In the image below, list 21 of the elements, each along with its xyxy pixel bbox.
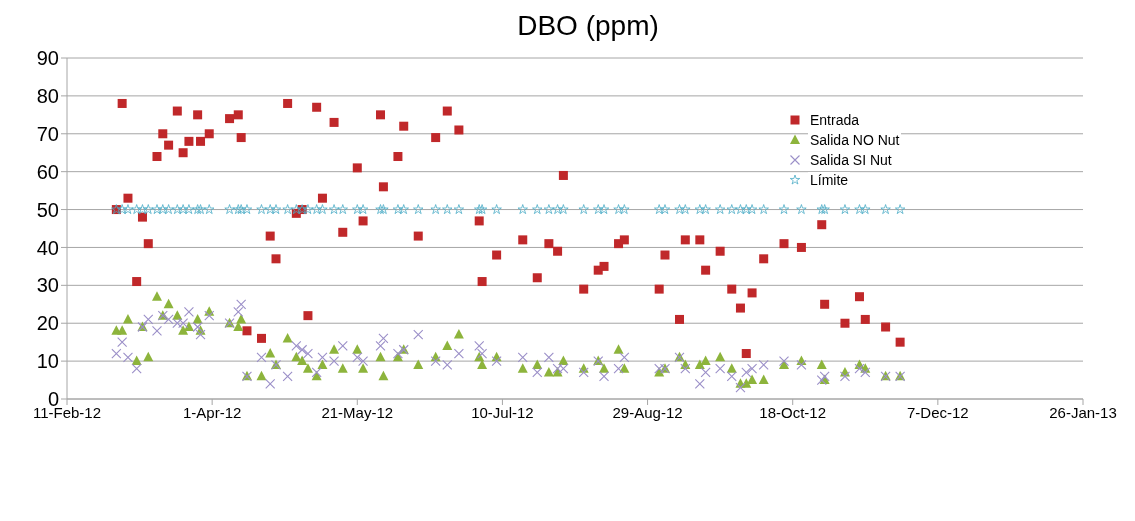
y-tick-label: 80 bbox=[36, 84, 59, 107]
legend-label: Salida SI Nut bbox=[808, 152, 894, 168]
y-tick-label: 60 bbox=[36, 160, 59, 183]
legend-label: Salida NO Nut bbox=[808, 132, 902, 148]
y-tick-label: 40 bbox=[36, 236, 59, 259]
y-tick-label: 70 bbox=[36, 122, 59, 145]
x-tick-label: 29-Aug-12 bbox=[612, 403, 683, 421]
x-tick-label: 7-Dec-12 bbox=[907, 403, 969, 421]
chart-title: DBO (ppm) bbox=[516, 9, 660, 43]
x-tick-label: 18-Oct-12 bbox=[759, 403, 827, 421]
y-tick-label: 50 bbox=[36, 198, 59, 221]
y-tick-label: 30 bbox=[36, 274, 59, 297]
x-tick-label: 1-Apr-12 bbox=[182, 403, 242, 421]
y-tick-label: 20 bbox=[36, 312, 59, 335]
x-tick-label: 10-Jul-12 bbox=[471, 403, 534, 421]
y-tick-label: 90 bbox=[36, 47, 59, 70]
x-tick-label: 21-May-12 bbox=[321, 403, 394, 421]
legend-label: Límite bbox=[808, 172, 851, 188]
x-tick-label: 26-Jan-13 bbox=[1049, 403, 1117, 421]
legend-label: Entrada bbox=[808, 112, 862, 128]
y-tick-label: 10 bbox=[36, 350, 59, 373]
